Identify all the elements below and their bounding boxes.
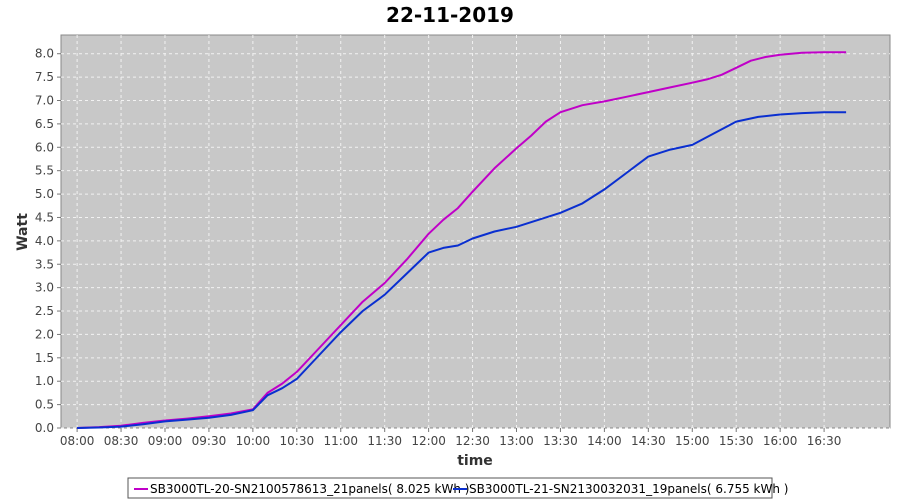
x-tick-label: 11:30	[367, 434, 402, 448]
chart-title: 22-11-2019	[386, 3, 514, 27]
legend-label-1: SB3000TL-20-SN2100578613_21panels( 8.025…	[150, 482, 469, 496]
y-tick-label: 2.5	[35, 304, 54, 318]
gridlines	[61, 35, 890, 429]
x-tick-label: 14:30	[631, 434, 666, 448]
x-tick-label: 11:00	[323, 434, 358, 448]
y-tick-label: 5.5	[35, 164, 54, 178]
x-tick-label: 16:30	[807, 434, 842, 448]
y-tick-label: 6.0	[35, 140, 54, 154]
series-lines	[77, 51, 847, 429]
y-tick-label: 6.5	[35, 117, 54, 131]
y-tick-label: 0.5	[35, 398, 54, 412]
y-tick-label: 3.0	[35, 281, 54, 295]
x-tick-label: 09:30	[192, 434, 227, 448]
x-tick-label: 15:00	[675, 434, 710, 448]
x-tick-label: 13:00	[499, 434, 534, 448]
x-tick-label: 10:00	[236, 434, 271, 448]
x-tick-label: 14:00	[587, 434, 622, 448]
x-tick-label: 12:30	[455, 434, 490, 448]
series-line-1	[77, 51, 847, 429]
y-axis-label: Watt	[15, 213, 31, 251]
x-tick-label: 13:30	[543, 434, 578, 448]
y-tick-label: 7.5	[35, 70, 54, 84]
x-tick-label: 10:30	[280, 434, 315, 448]
y-tick-label: 3.5	[35, 257, 54, 271]
x-axis-label: time	[457, 453, 493, 469]
y-axis-ticks: 0.0 0.5 1.0 1.5 2.0 2.5 3.0 3.5 4.0 4.5 5.0 5.5 6.0 6…	[35, 47, 61, 435]
y-tick-label: 7.0	[35, 94, 54, 108]
plot-area	[60, 34, 891, 429]
legend: SB3000TL-20-SN2100578613_21panels( 8.025…	[127, 477, 788, 499]
y-tick-label: 4.0	[35, 234, 54, 248]
legend-box	[127, 477, 773, 499]
y-tick-label: 5.0	[35, 187, 54, 201]
x-tick-label: 08:30	[104, 434, 139, 448]
legend-label-2: SB3000TL-21-SN2130032031_19panels( 6.755…	[469, 482, 788, 496]
x-tick-label: 08:00	[60, 434, 95, 448]
y-tick-label: 2.0	[35, 327, 54, 341]
x-tick-label: 15:30	[719, 434, 754, 448]
y-tick-label: 1.0	[35, 374, 54, 388]
y-tick-label: 8.0	[35, 47, 54, 61]
y-tick-label: 1.5	[35, 351, 54, 365]
y-tick-label: 0.0	[35, 421, 54, 435]
x-tick-label: 12:00	[411, 434, 446, 448]
x-tick-label: 16:00	[763, 434, 798, 448]
x-tick-label: 09:00	[148, 434, 183, 448]
series-line-2	[77, 111, 847, 429]
x-axis-ticks: 08:00 08:30 09:00 09:30 10:00 10:30 11:00 11:30…	[60, 428, 842, 448]
y-tick-label: 4.5	[35, 210, 54, 224]
